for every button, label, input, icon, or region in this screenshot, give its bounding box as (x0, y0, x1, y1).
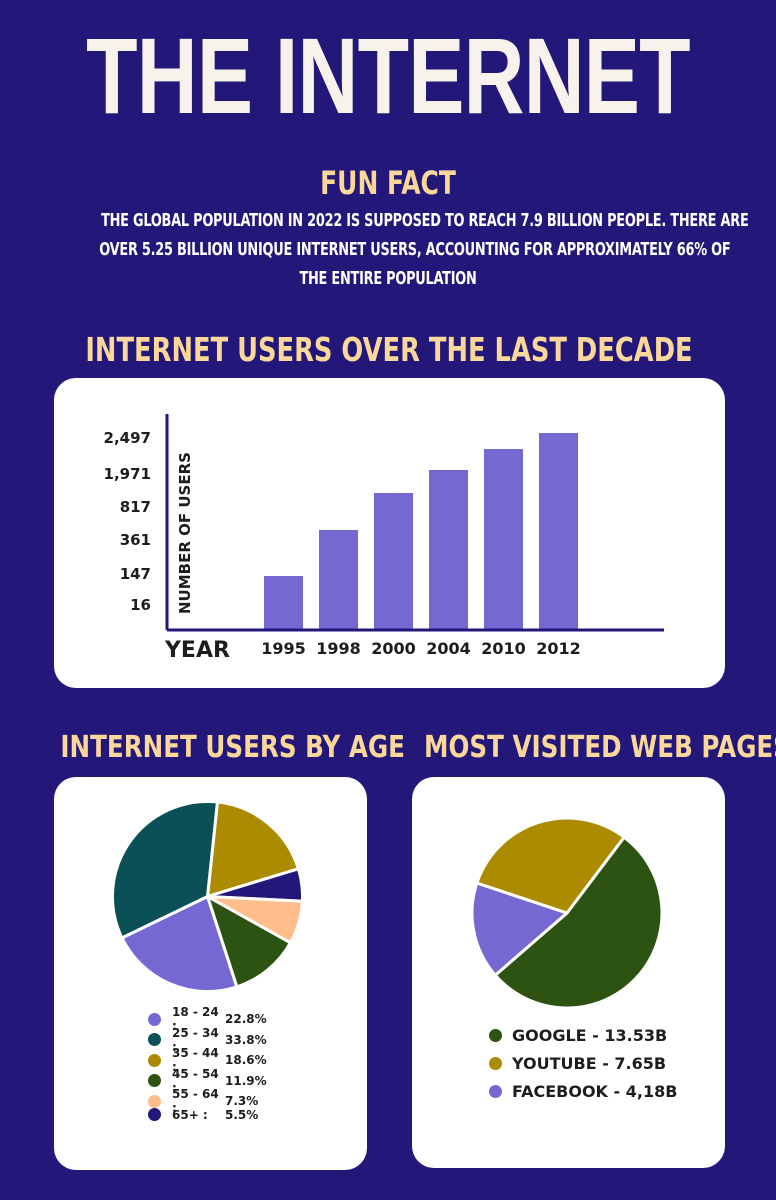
legend-item: FACEBOOK - 4,18B (489, 1082, 677, 1101)
pie-slice (206, 800, 300, 898)
bar (484, 449, 523, 629)
age-chart-card: 18 - 24 : 22.8% 25 - 34 : 33.8% 35 - 44 : 18.… (54, 777, 367, 1170)
legend-swatch (148, 1033, 161, 1046)
legend-label: 18 - 24 : (172, 1005, 219, 1033)
y-tick-label: 361 (120, 531, 151, 549)
decade-chart-heading: INTERNET USERS OVER THE LAST DECADE (85, 330, 693, 369)
legend-swatch (148, 1012, 161, 1026)
legend-item: 65+ : 5.5% (148, 1108, 258, 1122)
web-chart-card: GOOGLE - 13.53B YOUTUBE - 7.65B FACEBOOK -… (412, 777, 725, 1168)
legend-swatch (148, 1108, 161, 1121)
fun-fact-heading: FUN FACT (320, 164, 456, 202)
legend-item: 45 - 54 : 11.9% (148, 1067, 267, 1095)
legend-swatch (489, 1085, 502, 1098)
y-tick-label: 1,971 (104, 465, 151, 483)
pie-slice (493, 835, 664, 1010)
pie-slice (475, 816, 626, 915)
bar-chart: 2,497 1,971 817 361 147 16 NUMBER OF USERS YEAR… (104, 414, 664, 663)
legend-swatch (148, 1074, 161, 1087)
x-tick-label: 2010 (481, 639, 526, 658)
legend-label: 55 - 64 : (172, 1087, 219, 1115)
legend-label: 25 - 34 : (172, 1025, 219, 1054)
x-tick-label: 2004 (426, 639, 471, 658)
legend-label: FACEBOOK - 4,18B (512, 1082, 678, 1101)
legend-value: 33.8% (225, 1032, 267, 1047)
fun-fact-text: THE GLOBAL POPULATION IN 2022 IS SUPPOSE… (30, 207, 749, 294)
legend-label: 45 - 54 : (172, 1066, 219, 1095)
web-pie-chart (470, 816, 664, 1010)
legend-item: GOOGLE - 13.53B (489, 1026, 667, 1045)
legend-value: 11.9% (225, 1073, 267, 1088)
x-tick-label: 1995 (261, 639, 306, 658)
pie-slice (120, 895, 239, 993)
legend-item: 18 - 24 : 22.8% (148, 1005, 267, 1033)
legend-swatch (489, 1057, 502, 1070)
legend-item: YOUTUBE - 7.65B (489, 1054, 666, 1073)
page-title: THE INTERNET (86, 15, 691, 136)
x-tick-label: 2012 (536, 639, 581, 658)
fun-fact-line: THE GLOBAL POPULATION IN 2022 IS SUPPOSE… (101, 211, 749, 231)
fun-fact-line: OVER 5.25 BILLION UNIQUE INTERNET USERS,… (99, 240, 731, 260)
y-tick-label: 2,497 (104, 429, 151, 447)
legend-value: 22.8% (225, 1012, 267, 1026)
legend-label: 35 - 44 : (172, 1046, 219, 1074)
age-chart-heading: INTERNET USERS BY AGE (60, 730, 405, 765)
y-tick-label: 16 (130, 596, 151, 614)
bar (374, 493, 413, 629)
y-tick-label: 147 (120, 565, 151, 583)
web-chart-heading: MOST VISITED WEB PAGES (424, 730, 776, 765)
y-axis-label: NUMBER OF USERS (176, 452, 194, 614)
x-tick-label: 2000 (371, 639, 416, 658)
legend-item: 35 - 44 : 18.6% (148, 1046, 267, 1074)
legend-label: YOUTUBE - 7.65B (512, 1054, 667, 1073)
fun-fact-line: THE ENTIRE POPULATION (299, 269, 477, 289)
legend-value: 18.6% (225, 1053, 267, 1067)
legend-item: 25 - 34 : 33.8% (148, 1026, 267, 1054)
y-tick-label: 817 (120, 498, 151, 516)
pie-slice (111, 800, 219, 940)
bar (319, 530, 358, 629)
age-pie-chart (111, 800, 304, 993)
legend-label: GOOGLE - 13.53B (512, 1026, 668, 1045)
legend-swatch (489, 1029, 502, 1042)
x-axis-label: YEAR (164, 638, 230, 663)
legend-label: 65+ : (172, 1107, 208, 1122)
legend-swatch (148, 1094, 161, 1108)
bar (539, 433, 578, 629)
legend-item: 55 - 64 : 7.3% (148, 1087, 258, 1115)
x-tick-label: 1998 (316, 639, 361, 658)
bar-chart-card: 2,497 1,971 817 361 147 16 NUMBER OF USERS YEAR… (54, 378, 725, 688)
bar (264, 576, 303, 629)
legend-value: 7.3% (225, 1094, 259, 1108)
legend-value: 5.5% (225, 1107, 259, 1122)
bar (429, 470, 468, 629)
legend-swatch (148, 1053, 161, 1067)
